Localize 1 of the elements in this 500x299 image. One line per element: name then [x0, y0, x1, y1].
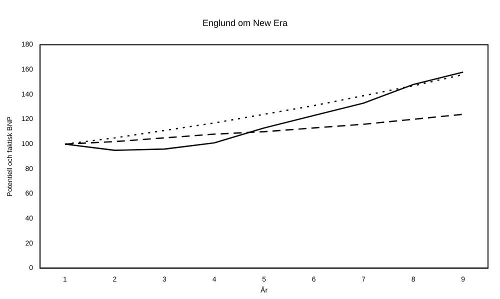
chart-title: Englund om New Era [202, 18, 288, 28]
